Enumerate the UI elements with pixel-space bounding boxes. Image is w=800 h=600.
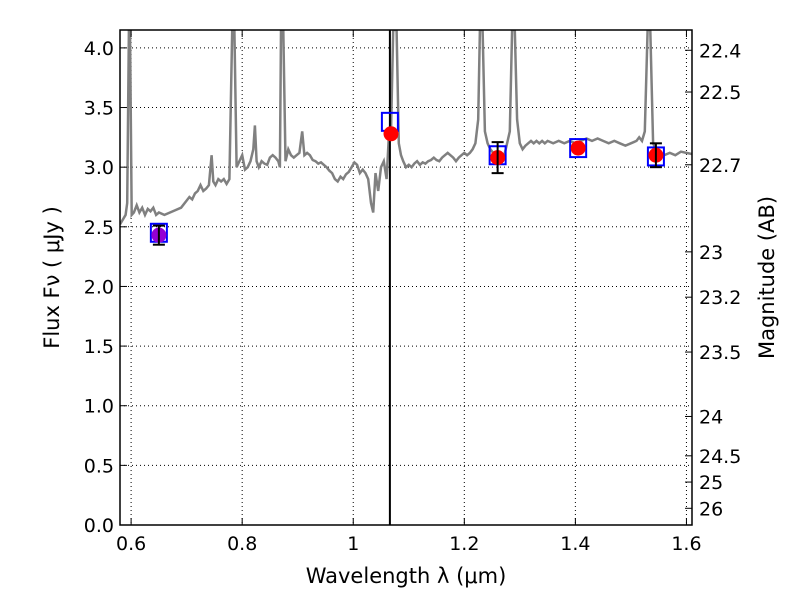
x-axis-label: Wavelength λ (μm) xyxy=(306,564,507,588)
y-tick-label: 1.0 xyxy=(84,396,114,418)
y2-tick-label: 23 xyxy=(699,242,723,264)
y-tick-label: 4.0 xyxy=(84,38,114,60)
x-tick-label: 1 xyxy=(347,533,359,555)
observed-points xyxy=(151,126,664,246)
y2-tick-label: 24 xyxy=(699,406,723,428)
x-tick-label: 1.6 xyxy=(671,533,701,555)
x-tick-label: 1.4 xyxy=(560,533,590,555)
x-axis-ticks: 0.6 0.8 1 1.2 1.4 1.6 xyxy=(116,30,702,555)
y2-tick-label: 24.5 xyxy=(699,446,741,468)
y-tick-label: 0.0 xyxy=(84,515,114,537)
y-tick-label: 2.5 xyxy=(84,217,114,239)
y2-axis-ticks: 22.4 22.5 22.7 23 23.2 23.5 24 24.5 25 26 xyxy=(685,40,741,520)
y2-tick-label: 22.5 xyxy=(699,82,741,104)
model-photometry-boxes xyxy=(149,111,665,243)
y2-axis-label: Magnitude (AB) xyxy=(755,196,779,359)
y2-tick-label: 23.5 xyxy=(699,342,741,364)
plot-frame xyxy=(119,29,693,526)
model-photometry-box xyxy=(569,138,588,159)
y-tick-label: 3.5 xyxy=(84,98,114,120)
observed-point xyxy=(570,140,586,156)
y-tick-label: 1.5 xyxy=(84,336,114,358)
y2-tick-label: 26 xyxy=(699,498,723,520)
model-spectrum-line xyxy=(120,30,692,226)
y-tick-label: 2.0 xyxy=(84,276,114,298)
x-tick-label: 0.8 xyxy=(227,533,257,555)
x-tick-label: 0.6 xyxy=(116,533,146,555)
y2-tick-label: 22.4 xyxy=(699,40,741,62)
x-tick-label: 1.2 xyxy=(449,533,479,555)
y-axis-label: Flux Fν ( μJy ) xyxy=(40,206,64,349)
observed-point xyxy=(383,126,399,142)
y2-tick-label: 25 xyxy=(699,472,723,494)
grid-lines xyxy=(120,30,692,526)
model-spectrum xyxy=(120,30,692,226)
y2-tick-label: 23.2 xyxy=(699,287,741,309)
y2-tick-label: 22.7 xyxy=(699,155,741,177)
y-axis-ticks: 0.0 0.5 1.0 1.5 2.0 2.5 3.0 3.5 4.0 xyxy=(84,38,127,537)
y-tick-label: 3.0 xyxy=(84,157,114,179)
y-tick-label: 0.5 xyxy=(84,455,114,477)
